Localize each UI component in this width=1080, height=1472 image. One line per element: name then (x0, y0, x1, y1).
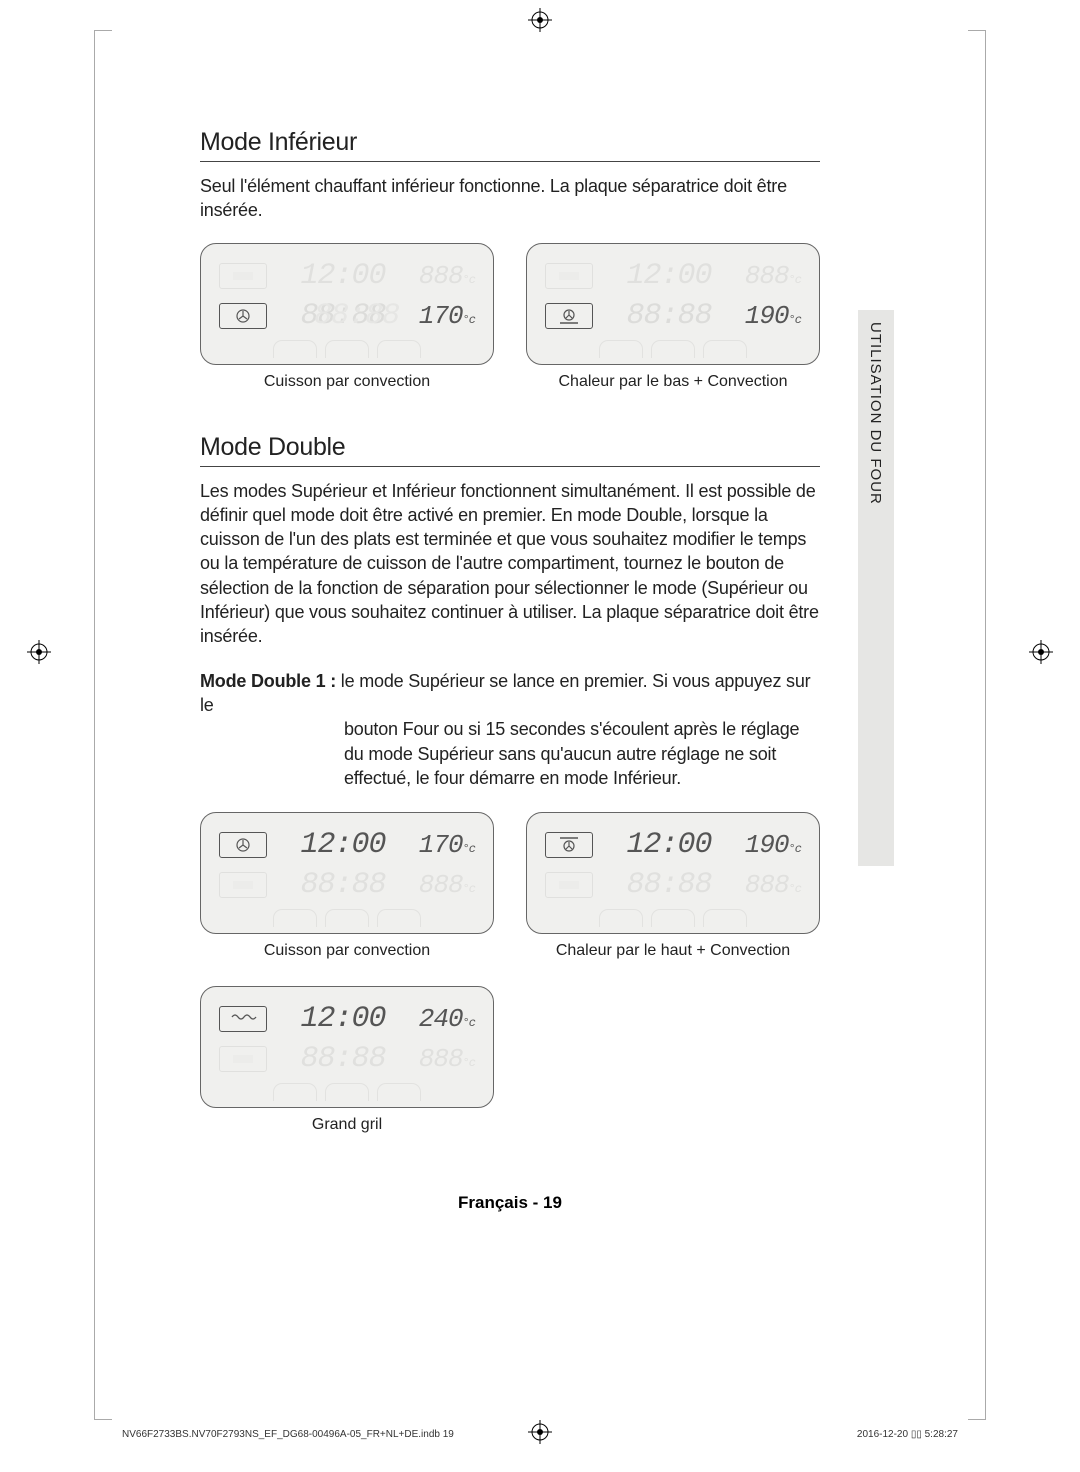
oven-ghost-icon (228, 876, 258, 894)
panel-caption: Cuisson par convection (200, 373, 494, 391)
panel-block-2: 12:00 888°c 88:88 190°c Chaleur par le b… (526, 243, 820, 391)
panel-caption: Chaleur par le bas + Convection (526, 373, 820, 391)
oven-ghost-icon (554, 876, 584, 894)
footer-page-number: Français - 19 (200, 1193, 820, 1213)
heading-mode-inferieur: Mode Inférieur (200, 128, 820, 162)
panel-caption: Chaleur par le haut + Convection (526, 942, 820, 960)
panel-block-3: 12:00 170°c 88:88 888°c Cuisson par conv… (200, 812, 494, 960)
temp-display: 190°c (733, 301, 801, 331)
temp-display: 170°c (407, 301, 475, 331)
fan-icon (228, 836, 258, 854)
fan-top-icon (554, 836, 584, 854)
oven-ghost-icon (228, 267, 258, 285)
paragraph-mode-inferieur: Seul l'élément chauffant inférieur fonct… (200, 174, 820, 223)
panel-block-1: 12:00 888°c 88:88 88:88 170°c Cuisson pa… (200, 243, 494, 391)
panel-block-5: 12:00 240°c 88:88 888°c Grand gril (200, 986, 494, 1134)
panel-block-4: 12:00 190°c 88:88 888°c Chaleur par le h… (526, 812, 820, 960)
time-display: 12:00 (287, 1002, 399, 1036)
temp-display: 190°c (733, 830, 801, 860)
temp-display: 170°c (407, 830, 475, 860)
display-panel: 12:00 888°c 88:88 88:88 170°c (200, 243, 494, 365)
registration-mark-icon (528, 1420, 552, 1444)
registration-mark-icon (27, 640, 51, 664)
registration-mark-icon (528, 8, 552, 32)
display-panel: 12:00 888°c 88:88 190°c (526, 243, 820, 365)
footer-filename: NV66F2733BS.NV70F2793NS_EF_DG68-00496A-0… (122, 1429, 454, 1440)
temp-display: 240°c (407, 1004, 475, 1034)
fan-icon (228, 307, 258, 325)
registration-mark-icon (1029, 640, 1053, 664)
oven-ghost-icon (228, 1050, 258, 1068)
time-display: 12:00 (613, 828, 725, 862)
panel-caption: Grand gril (200, 1116, 494, 1134)
grill-icon (228, 1010, 258, 1028)
time-display: 12:00 (287, 828, 399, 862)
footer-timestamp: 2016-12-20 ▯▯ 5:28:27 (857, 1429, 958, 1440)
fan-bottom-icon (554, 307, 584, 325)
display-panel: 12:00 190°c 88:88 888°c (526, 812, 820, 934)
display-panel: 12:00 240°c 88:88 888°c (200, 986, 494, 1108)
heading-mode-double: Mode Double (200, 433, 820, 467)
side-label: UTILISATION DU FOUR (867, 322, 884, 505)
panel-caption: Cuisson par convection (200, 942, 494, 960)
oven-ghost-icon (554, 267, 584, 285)
content-area: Mode Inférieur Seul l'élément chauffant … (200, 128, 820, 1148)
paragraph-mode-double: Les modes Supérieur et Inférieur fonctio… (200, 479, 820, 649)
paragraph-mode-double-1: Mode Double 1 : le mode Supérieur se lan… (200, 669, 820, 790)
display-panel: 12:00 170°c 88:88 888°c (200, 812, 494, 934)
